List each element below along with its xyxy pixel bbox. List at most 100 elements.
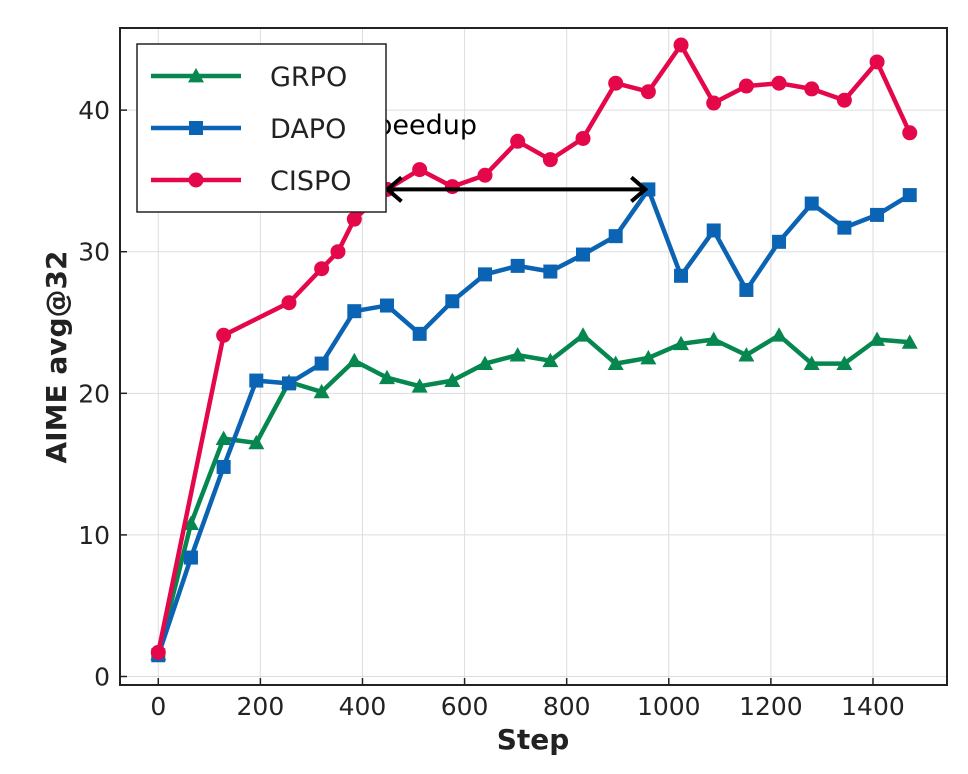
data-point-cispo [477,167,493,183]
data-point-dapo [902,188,917,203]
x-tick-label: 1000 [637,692,701,721]
data-point-grpo [215,430,232,446]
y-tick-label: 40 [78,96,110,125]
data-point-cispo [640,84,656,100]
data-point-cispo [608,75,624,91]
data-point-dapo [739,282,754,297]
data-point-dapo [183,550,198,565]
data-point-dapo [674,268,689,283]
data-point-dapo [379,298,394,313]
data-point-dapo [314,356,329,371]
legend-label-grpo: GRPO [270,62,347,93]
data-point-grpo [771,327,788,342]
data-point-grpo [477,355,494,370]
data-point-cispo [575,130,591,146]
data-point-grpo [869,331,886,346]
data-point-grpo [378,369,395,385]
data-point-cispo [216,327,232,343]
x-tick-label: 1400 [841,692,905,721]
series-line-dapo [156,187,911,657]
data-point-grpo [509,347,526,362]
data-point-cispo [804,81,820,97]
data-point-cispo [150,644,166,660]
data-point-dapo [543,264,558,279]
x-tick-label: 600 [441,692,489,721]
data-point-dapo [347,304,362,319]
x-axis-title: Step [497,723,570,756]
data-point-cispo [510,133,526,149]
series-dapo [151,182,917,663]
legend-marker-dapo [189,121,203,135]
data-point-grpo [575,327,592,342]
legend-item-dapo: DAPO [151,114,346,145]
axis-ticks: 0 200 400 600 800 1000 1200 1400 0 10 20 30 40 [78,96,905,721]
data-point-cispo [771,75,787,91]
data-point-grpo [673,335,690,351]
data-point-dapo [249,373,264,388]
data-point-cispo [314,261,330,277]
x-tick-label: 400 [339,692,387,721]
data-point-dapo [510,258,525,273]
data-point-grpo [640,349,657,365]
arrow-head-left [384,175,403,203]
data-point-cispo [902,125,918,141]
data-point-grpo [836,355,853,370]
data-point-cispo [346,211,362,227]
legend-marker-cispo [188,172,204,188]
data-point-grpo [346,352,363,368]
data-point-dapo [804,196,819,211]
data-point-grpo [313,383,330,399]
data-point-dapo [412,326,427,341]
data-point-cispo [836,92,852,108]
legend-label-dapo: DAPO [270,114,346,145]
x-tick-label: 0 [150,692,166,721]
data-point-dapo [445,294,460,309]
series-grpo [150,327,918,661]
plot-frame [119,27,948,686]
data-point-grpo [542,352,559,368]
arrow-head-right [630,175,649,203]
data-point-cispo [673,37,689,53]
data-point-grpo [803,355,820,370]
data-point-dapo [608,229,623,244]
legend-item-grpo: GRPO [151,62,347,93]
data-point-grpo [182,515,199,530]
y-tick-label: 10 [78,521,110,550]
data-point-cispo [412,162,428,178]
data-point-dapo [216,459,231,474]
y-tick-label: 30 [78,238,110,267]
data-point-grpo [411,378,428,393]
y-tick-label: 20 [78,379,110,408]
data-point-grpo [444,372,461,387]
data-point-grpo [738,347,755,362]
data-point-cispo [738,78,754,94]
legend: GRPO DAPO CISPO [136,43,387,213]
data-point-cispo [542,152,558,168]
x-tick-label: 800 [543,692,591,721]
data-point-cispo [444,179,460,195]
data-point-dapo [281,376,296,391]
data-point-dapo [478,267,493,282]
x-tick-label: 1200 [739,692,803,721]
x-tick-label: 200 [237,692,285,721]
data-point-dapo [870,207,885,222]
data-point-dapo [576,247,591,262]
legend-marker-grpo [188,68,204,83]
y-tick-label: 0 [94,663,110,692]
data-point-cispo [706,95,722,111]
data-point-dapo [837,220,852,235]
data-point-cispo [281,295,297,311]
data-point-grpo [705,331,722,346]
data-point-grpo [607,355,624,370]
legend-label-cispo: CISPO [270,166,352,197]
data-point-dapo [772,234,787,249]
legend-item-cispo: CISPO [151,166,352,197]
data-point-grpo [248,434,265,450]
data-point-cispo [330,244,346,260]
series-layer [150,37,918,663]
data-point-grpo [901,334,918,349]
data-point-dapo [706,223,721,238]
y-axis-title: AIME avg@32 [40,251,73,464]
data-point-cispo [869,54,885,70]
